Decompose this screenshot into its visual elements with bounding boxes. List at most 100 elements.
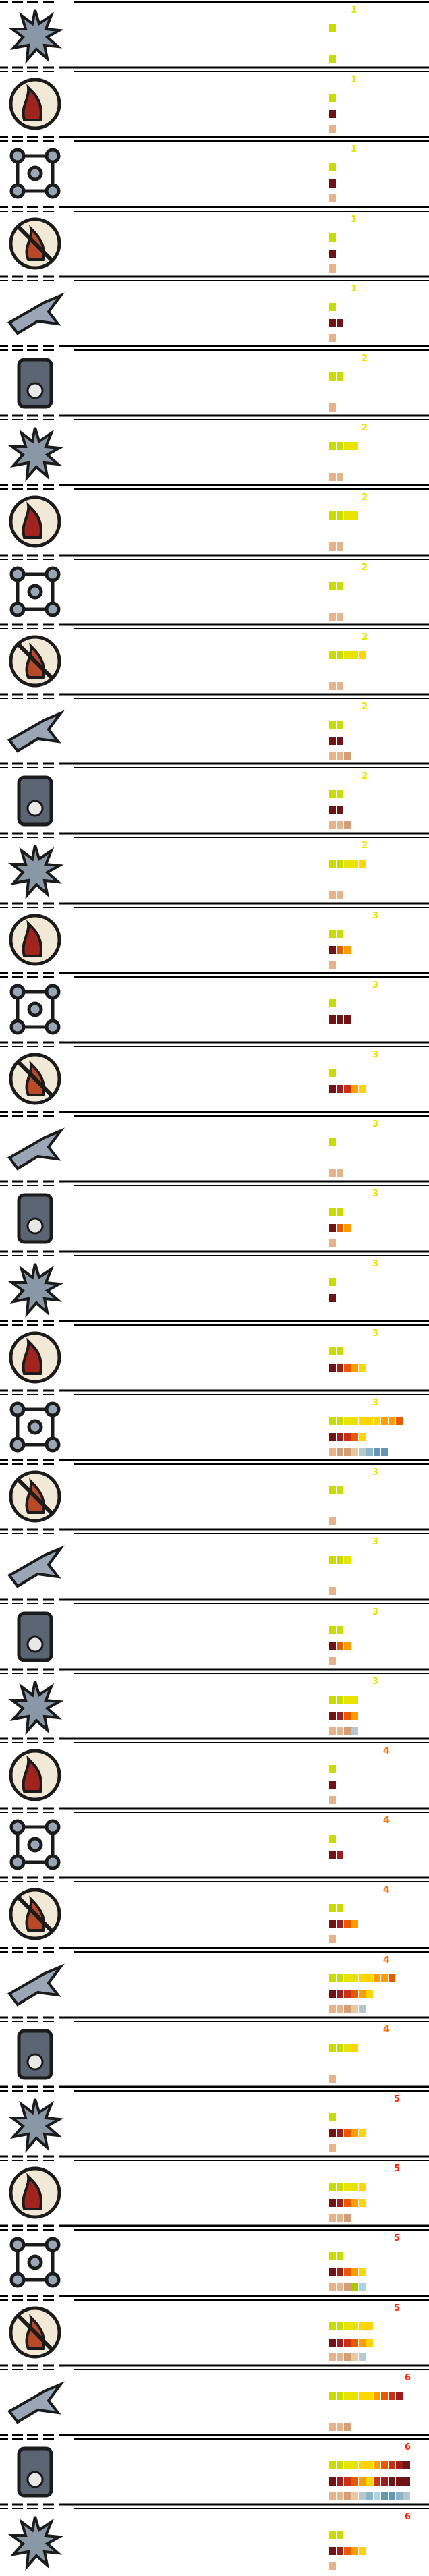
skill-row[interactable]: 3 [0, 1180, 429, 1252]
bar-cell [337, 737, 343, 745]
skill-row[interactable]: 2 [0, 623, 429, 696]
skill-row[interactable]: 1 [0, 66, 429, 138]
stone-face-icon [4, 1048, 66, 1110]
bar-cell [329, 1347, 336, 1355]
skill-row[interactable]: 3 [0, 1528, 429, 1600]
skill-row[interactable]: 5 [0, 2295, 429, 2367]
bar-cell [337, 1712, 343, 1720]
bar-cell [329, 930, 336, 938]
skill-row[interactable]: 2 [0, 554, 429, 626]
row-separator [0, 2364, 429, 2370]
skill-row[interactable]: 4 [0, 1737, 429, 1810]
bar-cell [329, 334, 336, 342]
bar-cell [344, 1990, 351, 1998]
fire-soldier-icon [4, 2162, 66, 2224]
skill-row[interactable]: 2 [0, 832, 429, 904]
bar-cell [351, 2129, 358, 2137]
bar-cell [337, 1433, 343, 1441]
level-bars [329, 1741, 424, 1810]
bar-cell [337, 1990, 343, 1998]
bar-cell [337, 2461, 343, 2469]
skill-row[interactable]: 3 [0, 972, 429, 1044]
row-separator [0, 902, 429, 908]
row-separator [0, 66, 429, 72]
row-separator [0, 1876, 429, 1882]
level-bars [329, 209, 424, 278]
bar-cell [374, 2392, 380, 2400]
heart-hands-icon [4, 2440, 66, 2502]
row-separator [0, 972, 429, 978]
level-label: 6 [405, 2512, 411, 2522]
explosion-icon [4, 1326, 66, 1389]
skill-row[interactable]: 2 [0, 345, 429, 417]
row-separator [0, 2085, 429, 2092]
skill-row[interactable]: 4 [0, 1807, 429, 1879]
skill-row[interactable]: 1 [0, 0, 429, 69]
skill-row[interactable]: 5 [0, 2155, 429, 2227]
skill-row[interactable]: 3 [0, 902, 429, 974]
skill-row[interactable]: 2 [0, 693, 429, 765]
bar-cell [329, 613, 336, 621]
skill-row[interactable]: 5 [0, 2224, 429, 2297]
skill-row[interactable]: 4 [0, 1876, 429, 1949]
skill-row[interactable]: 1 [0, 275, 429, 347]
bar-cell [329, 2547, 336, 2555]
bar-cell [381, 1417, 388, 1425]
bar-cell [337, 2392, 343, 2400]
row-separator [0, 2224, 429, 2231]
skill-row[interactable]: 6 [0, 2434, 429, 2506]
bar-cell [403, 2477, 410, 2486]
bar-cell [329, 194, 336, 202]
skill-row[interactable]: 3 [0, 1250, 429, 1322]
skill-row[interactable]: 3 [0, 1320, 429, 1392]
bar-cell [329, 682, 336, 690]
bar-cell [337, 860, 343, 868]
bar-cell [329, 233, 336, 242]
bar-cell [359, 1085, 366, 1093]
skill-row[interactable]: 3 [0, 1598, 429, 1671]
skill-row[interactable]: 3 [0, 1668, 429, 1740]
bar-cell [344, 1085, 351, 1093]
skill-row[interactable]: 4 [0, 1947, 429, 2019]
skill-row[interactable]: 2 [0, 414, 429, 486]
bar-cell [366, 2322, 373, 2330]
level-label: 2 [362, 563, 368, 573]
level-label: 2 [362, 702, 368, 712]
skill-row[interactable]: 3 [0, 1111, 429, 1183]
bar-cell [344, 442, 351, 450]
level-label: 1 [351, 75, 358, 85]
row-separator [0, 762, 429, 768]
skill-row[interactable]: 6 [0, 2364, 429, 2436]
bar-cell [329, 372, 336, 381]
bar-cell [366, 1417, 373, 1425]
bar-cell [389, 2392, 395, 2400]
bar-cell [329, 1642, 336, 1650]
skill-row[interactable]: 2 [0, 762, 429, 835]
bar-cell [329, 2562, 336, 2570]
bar-cell [337, 319, 343, 327]
level-bars [329, 1880, 424, 1949]
level-bars [329, 2019, 424, 2088]
bar-cell [337, 1556, 343, 1564]
skill-row[interactable]: 1 [0, 206, 429, 278]
skill-row[interactable]: 3 [0, 1389, 429, 1461]
skill-row[interactable]: 6 [0, 2503, 429, 2575]
bar-cell [337, 930, 343, 938]
bar-cell [344, 2353, 351, 2361]
skill-row[interactable]: 2 [0, 484, 429, 556]
skill-row[interactable]: 1 [0, 136, 429, 208]
level-label: 5 [394, 2303, 401, 2314]
bar-cell [337, 2129, 343, 2137]
row-separator [0, 2434, 429, 2440]
bar-cell [329, 1433, 336, 1441]
skill-row[interactable]: 3 [0, 1041, 429, 1113]
skill-row[interactable]: 3 [0, 1459, 429, 1531]
bar-cell [359, 2461, 366, 2469]
bar-cell [351, 2492, 358, 2500]
bar-cell [337, 442, 343, 450]
skill-row[interactable]: 5 [0, 2085, 429, 2158]
level-label: 3 [372, 1537, 379, 1547]
bar-cell [337, 1417, 343, 1425]
skill-row[interactable]: 4 [0, 2016, 429, 2088]
bar-cell [359, 2492, 366, 2500]
